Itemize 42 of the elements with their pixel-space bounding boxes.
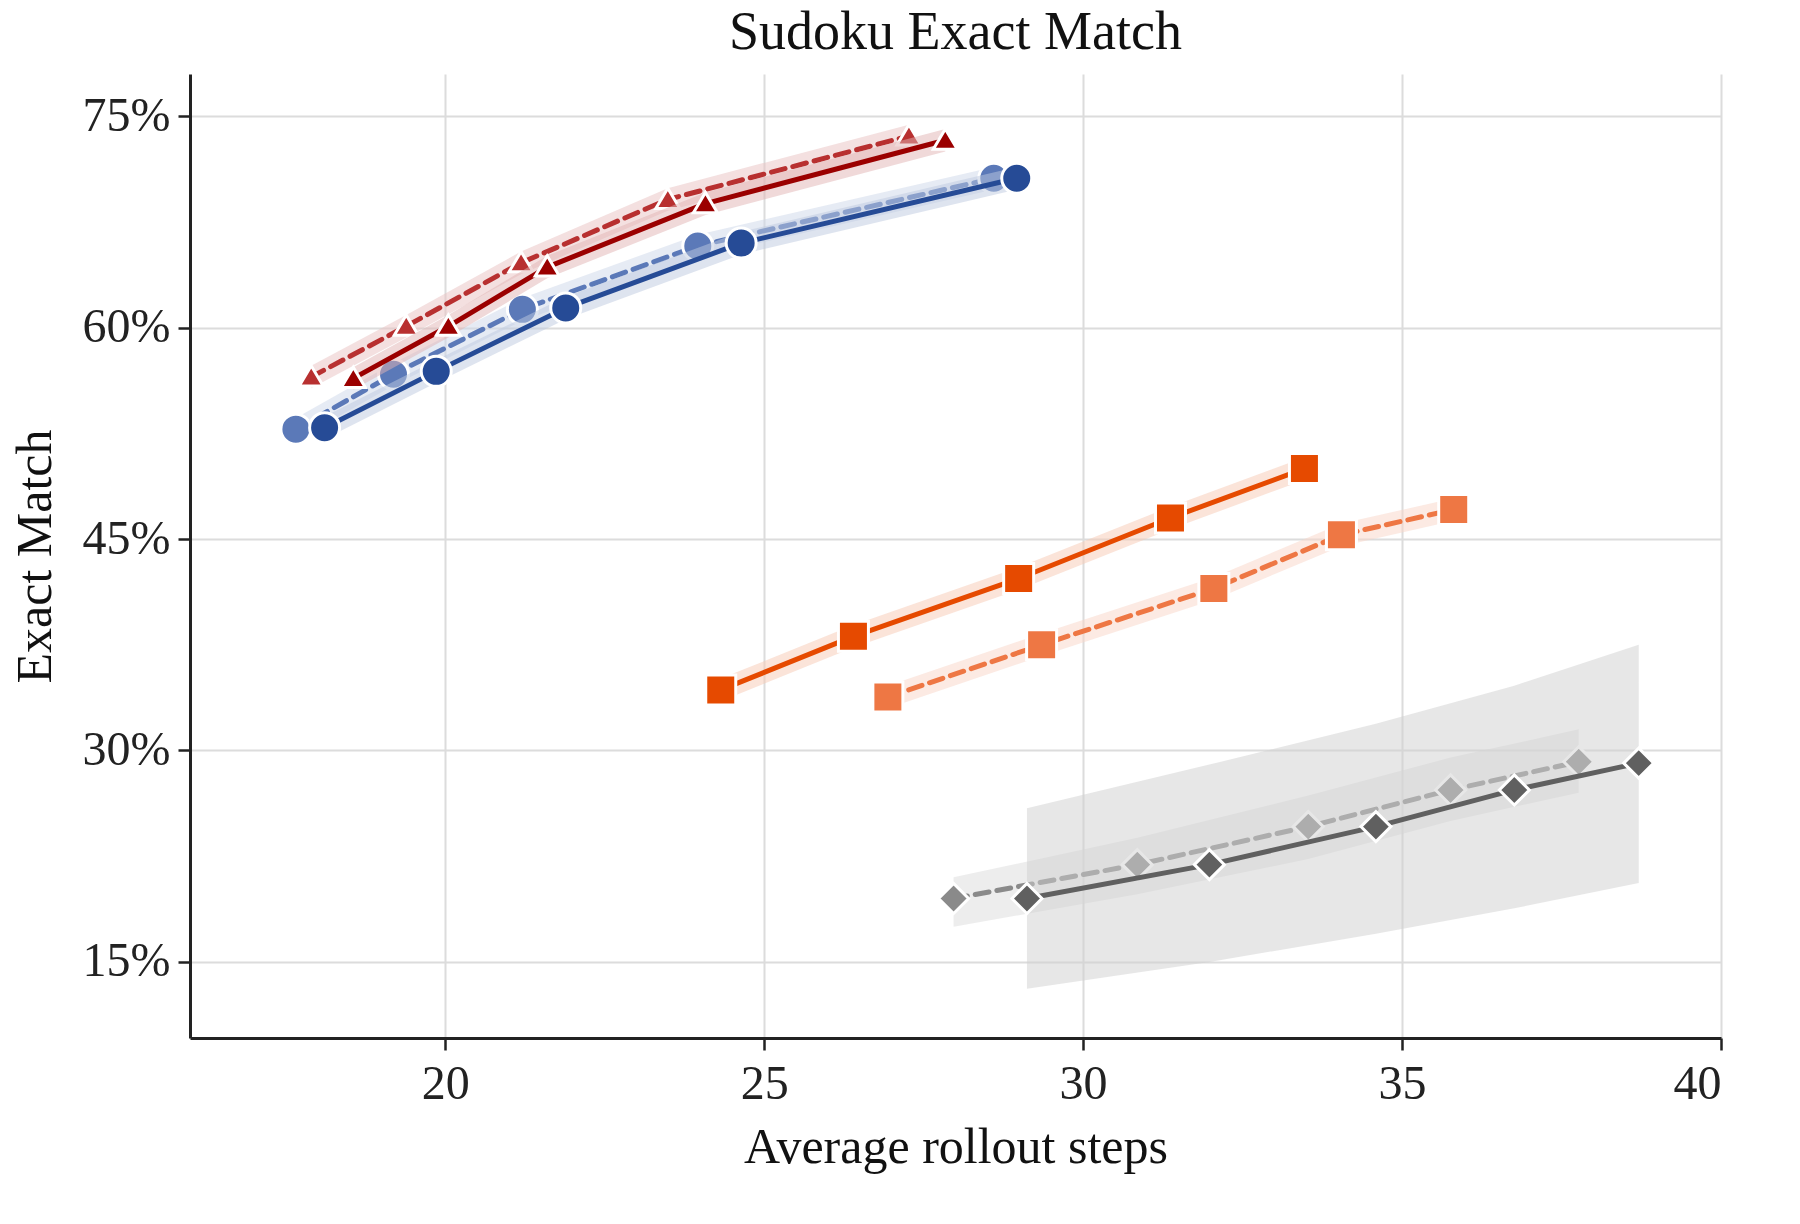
point <box>549 291 583 325</box>
point <box>836 619 870 653</box>
y-tick-label: 75% <box>82 87 171 141</box>
point <box>1010 881 1044 915</box>
y-axis-title: Exact Match <box>5 429 62 684</box>
point <box>937 881 971 915</box>
point <box>724 226 758 260</box>
point <box>704 673 738 707</box>
x-tick-label: 30 <box>1059 1055 1108 1109</box>
point <box>419 354 453 388</box>
point <box>505 292 539 326</box>
point <box>377 357 410 391</box>
point <box>1434 773 1468 807</box>
y-tick-label: 60% <box>82 299 171 353</box>
x-tick-label: 25 <box>740 1055 789 1109</box>
point <box>1192 848 1226 882</box>
point <box>871 680 905 714</box>
y-tick-label: 45% <box>82 510 171 564</box>
point <box>308 411 342 445</box>
point <box>1002 562 1036 596</box>
point <box>654 186 682 210</box>
point <box>1497 773 1531 807</box>
y-tick-label: 30% <box>82 721 171 775</box>
point <box>1197 571 1231 605</box>
point <box>691 190 719 215</box>
x-tick-label: 35 <box>1378 1055 1427 1109</box>
point <box>434 313 462 337</box>
point <box>507 250 535 274</box>
x-tick-label: 40 <box>1673 1055 1722 1109</box>
point <box>1153 501 1187 535</box>
y-tick-label: 15% <box>82 933 171 987</box>
point <box>1000 161 1034 195</box>
point <box>279 412 313 446</box>
x-axis-title: Average rollout steps <box>744 1117 1168 1174</box>
x-tick-label: 20 <box>421 1055 470 1109</box>
chart-title: Sudoku Exact Match <box>729 1 1182 61</box>
point <box>1359 810 1393 844</box>
point <box>1287 452 1321 486</box>
point <box>533 254 561 278</box>
point <box>392 313 420 337</box>
point <box>1324 518 1358 552</box>
point <box>1025 628 1059 662</box>
